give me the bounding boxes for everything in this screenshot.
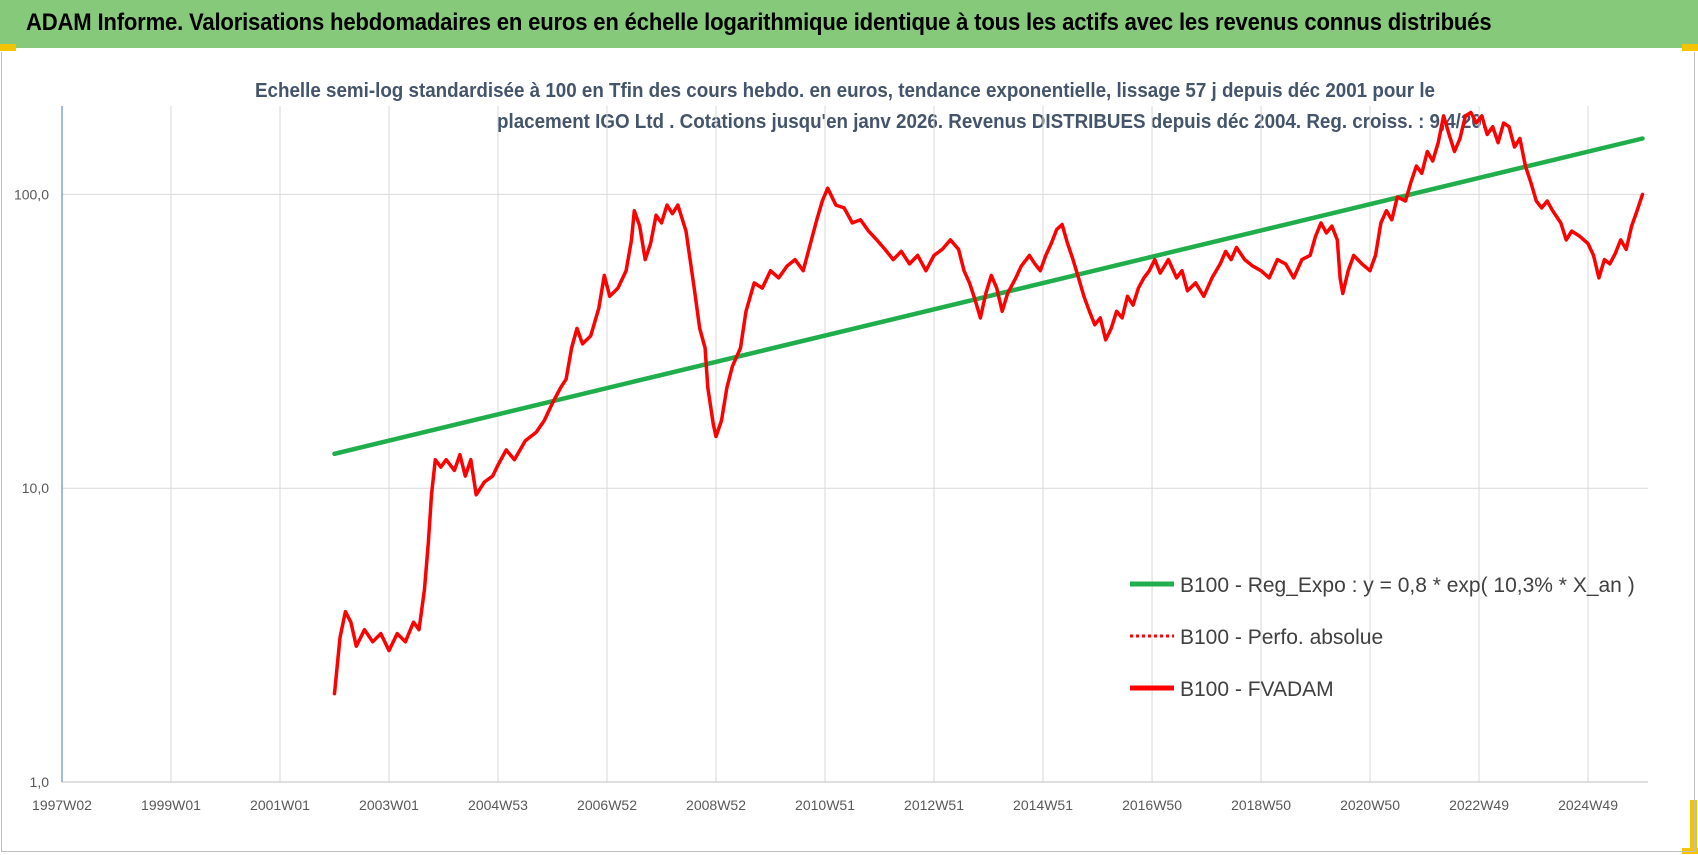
x-tick-label: 2016W50	[1122, 797, 1182, 813]
chart-subtitle-line-1: Echelle semi-log standardisée à 100 en T…	[255, 80, 1435, 102]
x-tick-label: 2012W51	[904, 797, 964, 813]
y-tick-labels: 1,0 10,0 100,0	[14, 186, 49, 790]
x-tick-label: 2001W01	[250, 797, 310, 813]
x-tick-label: 2020W50	[1340, 797, 1400, 813]
corner-marker-top-left	[0, 44, 16, 51]
corner-marker-bottom-right	[1690, 800, 1697, 850]
x-tick-label: 1999W01	[141, 797, 201, 813]
x-tick-label: 2018W50	[1231, 797, 1291, 813]
x-tick-label: 2010W51	[795, 797, 855, 813]
series-lines	[332, 110, 1645, 696]
horizontal-gridlines	[62, 193, 1648, 783]
x-tick-label: 2022W49	[1449, 797, 1509, 813]
report-title: ADAM Informe. Valorisations hebdomadaire…	[26, 9, 1492, 36]
series-line-regression	[332, 136, 1645, 457]
corner-marker-top-right	[1682, 44, 1698, 51]
series-line-fvadam	[332, 110, 1645, 696]
legend-item-regression-label: B100 - Reg_Expo : y = 0,8 * exp( 10,3% *…	[1180, 574, 1635, 597]
y-tick-label: 10,0	[22, 480, 49, 496]
chart-frame	[1, 52, 1695, 852]
chart-subtitle-line-2: placement IGO Ltd . Cotations jusqu'en j…	[497, 111, 1487, 133]
x-tick-label: 2024W49	[1558, 797, 1618, 813]
y-tick-label: 1,0	[30, 774, 50, 790]
x-tick-labels: 1997W02 1999W01 2001W01 2003W01 2004W53 2006W…	[32, 797, 1618, 813]
x-tick-label: 2008W52	[686, 797, 746, 813]
legend-item-fvadam-label: B100 - FVADAM	[1180, 678, 1334, 701]
chart-legend: B100 - Reg_Expo : y = 0,8 * exp( 10,3% *…	[1130, 574, 1635, 701]
x-tick-label: 2014W51	[1013, 797, 1073, 813]
x-tick-label: 2006W52	[577, 797, 637, 813]
legend-item-perfo-absolue-label: B100 - Perfo. absolue	[1180, 626, 1383, 649]
y-tick-label: 100,0	[14, 186, 49, 202]
x-tick-label: 1997W02	[32, 797, 92, 813]
x-tick-label: 2003W01	[359, 797, 419, 813]
vertical-gridlines	[170, 106, 1589, 782]
x-tick-label: 2004W53	[468, 797, 528, 813]
report-banner: ADAM Informe. Valorisations hebdomadaire…	[0, 0, 1698, 48]
